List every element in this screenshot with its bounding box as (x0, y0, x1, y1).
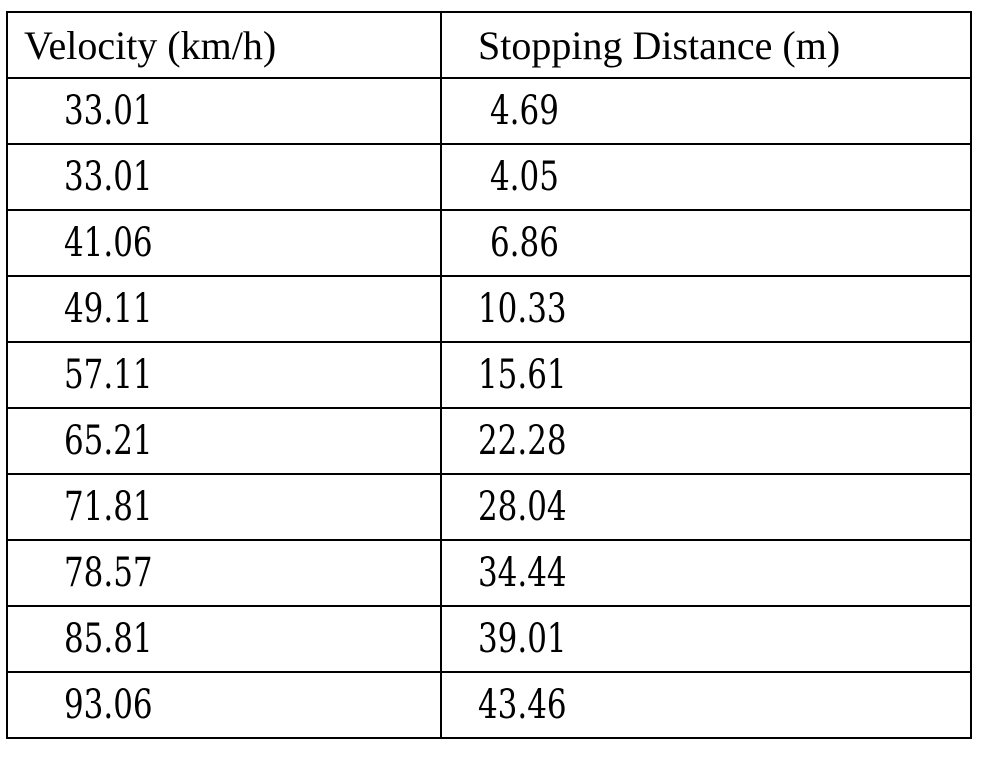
table-row: 71.81 28.04 (6, 473, 972, 541)
table-row: 65.21 22.28 (6, 407, 972, 475)
velocity-value: 71.81 (64, 484, 153, 530)
table-row: 33.01 4.05 (6, 143, 972, 211)
stopping-distance-value: 6.86 (490, 220, 559, 266)
velocity-cell: 93.06 (6, 671, 442, 739)
stopping-distance-cell: 10.33 (440, 275, 972, 343)
table-row: 93.06 43.46 (6, 671, 972, 739)
stopping-distance-value: 22.28 (478, 418, 567, 464)
stopping-distance-cell: 34.44 (440, 539, 972, 607)
table-row: 57.11 15.61 (6, 341, 972, 409)
stopping-distance-cell: 4.69 (440, 77, 972, 145)
stopping-distance-cell: 28.04 (440, 473, 972, 541)
stopping-distance-value: 34.44 (478, 550, 567, 596)
stopping-distance-cell: 39.01 (440, 605, 972, 673)
velocity-value: 49.11 (64, 286, 153, 332)
velocity-cell: 33.01 (6, 77, 442, 145)
velocity-value: 85.81 (64, 616, 153, 662)
header-velocity: Velocity (km/h) (6, 11, 442, 79)
stopping-distance-value: 43.46 (478, 682, 567, 728)
stopping-distance-cell: 22.28 (440, 407, 972, 475)
stopping-distance-value: 28.04 (478, 484, 567, 530)
table-row: 78.57 34.44 (6, 539, 972, 607)
velocity-value: 65.21 (64, 418, 153, 464)
table-header-row: Velocity (km/h) Stopping Distance (m) (6, 11, 972, 79)
header-stopping-distance: Stopping Distance (m) (440, 11, 972, 79)
stopping-distance-value: 4.69 (490, 88, 559, 134)
stopping-distance-cell: 4.05 (440, 143, 972, 211)
velocity-cell: 33.01 (6, 143, 442, 211)
table-body: 33.01 4.69 33.01 4.05 41.06 6.86 49.11 10.33 57.… (6, 77, 972, 739)
velocity-value: 93.06 (64, 682, 153, 728)
velocity-cell: 41.06 (6, 209, 442, 277)
table-row: 85.81 39.01 (6, 605, 972, 673)
velocity-value: 33.01 (64, 88, 153, 134)
velocity-cell: 57.11 (6, 341, 442, 409)
velocity-value: 41.06 (64, 220, 153, 266)
velocity-cell: 71.81 (6, 473, 442, 541)
velocity-cell: 49.11 (6, 275, 442, 343)
table-row: 41.06 6.86 (6, 209, 972, 277)
velocity-cell: 78.57 (6, 539, 442, 607)
table-row: 33.01 4.69 (6, 77, 972, 145)
stopping-distance-value: 15.61 (478, 352, 567, 398)
stopping-distance-value: 10.33 (478, 286, 567, 332)
velocity-stopping-distance-table: Velocity (km/h) Stopping Distance (m) 33… (6, 11, 972, 739)
velocity-cell: 85.81 (6, 605, 442, 673)
stopping-distance-value: 39.01 (478, 616, 567, 662)
velocity-value: 33.01 (64, 154, 153, 200)
stopping-distance-cell: 6.86 (440, 209, 972, 277)
stopping-distance-cell: 15.61 (440, 341, 972, 409)
table-row: 49.11 10.33 (6, 275, 972, 343)
velocity-value: 57.11 (64, 352, 153, 398)
stopping-distance-value: 4.05 (490, 154, 559, 200)
stopping-distance-cell: 43.46 (440, 671, 972, 739)
velocity-cell: 65.21 (6, 407, 442, 475)
velocity-value: 78.57 (64, 550, 153, 596)
